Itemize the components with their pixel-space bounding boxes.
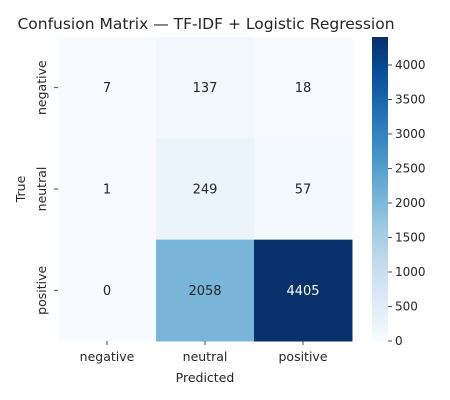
cell-value-label: 137 xyxy=(193,81,218,96)
heatmap-cell xyxy=(156,138,255,241)
cell-value-label: 2058 xyxy=(188,284,221,299)
colorbar-tick-label: 2500 xyxy=(395,162,426,176)
y-tick-label: positive xyxy=(34,266,49,315)
cell-value-label: 0 xyxy=(103,284,111,299)
colorbar-tick-label: 1500 xyxy=(395,231,426,245)
colorbar-tick-label: 1000 xyxy=(395,265,426,279)
heatmap-cell xyxy=(58,239,157,342)
cell-value-label: 1 xyxy=(103,183,111,198)
heatmap-cell xyxy=(156,37,255,139)
x-tick-label: neutral xyxy=(183,349,228,364)
heatmap-cell xyxy=(254,37,353,139)
colorbar-tick-label: 3500 xyxy=(395,93,426,107)
cell-value-label: 7 xyxy=(103,81,111,96)
cell-value-label: 249 xyxy=(193,183,218,198)
x-tick-label: positive xyxy=(278,349,327,364)
heatmap-cell xyxy=(58,37,157,139)
colorbar-tick-label: 4000 xyxy=(395,58,426,72)
cell-annotations: 7 137 18 1 249 57 0 2058 4405 xyxy=(103,81,320,299)
cell-value-label: 18 xyxy=(295,81,312,96)
x-axis-label: Predicted xyxy=(176,370,235,385)
colorbar: 0 500 1000 1500 2000 2500 3000 3500 4000 xyxy=(372,37,426,348)
y-tick-label: negative xyxy=(34,60,49,115)
cell-value-label: 4405 xyxy=(286,284,319,299)
colorbar-tick-label: 3000 xyxy=(395,127,426,141)
chart-title: Confusion Matrix — TF-IDF + Logistic Reg… xyxy=(17,15,394,33)
x-tick-label: negative xyxy=(80,349,135,364)
cell-value-label: 57 xyxy=(295,183,312,198)
heatmap-cell xyxy=(58,138,157,241)
heatmap-cells xyxy=(58,37,353,342)
heatmap-cell xyxy=(156,239,255,342)
heatmap-cell xyxy=(254,138,353,241)
colorbar-tick-label: 0 xyxy=(395,334,403,348)
colorbar-tick-label: 500 xyxy=(395,300,418,314)
colorbar-tick-label: 2000 xyxy=(395,196,426,210)
colorbar-gradient xyxy=(372,37,388,341)
x-axis-ticks: negative neutral positive xyxy=(80,341,328,364)
y-axis-ticks: negative neutral positive xyxy=(34,60,58,315)
heatmap-cell xyxy=(254,239,353,342)
y-axis-label: True xyxy=(13,175,28,203)
y-tick-label: neutral xyxy=(34,167,49,212)
